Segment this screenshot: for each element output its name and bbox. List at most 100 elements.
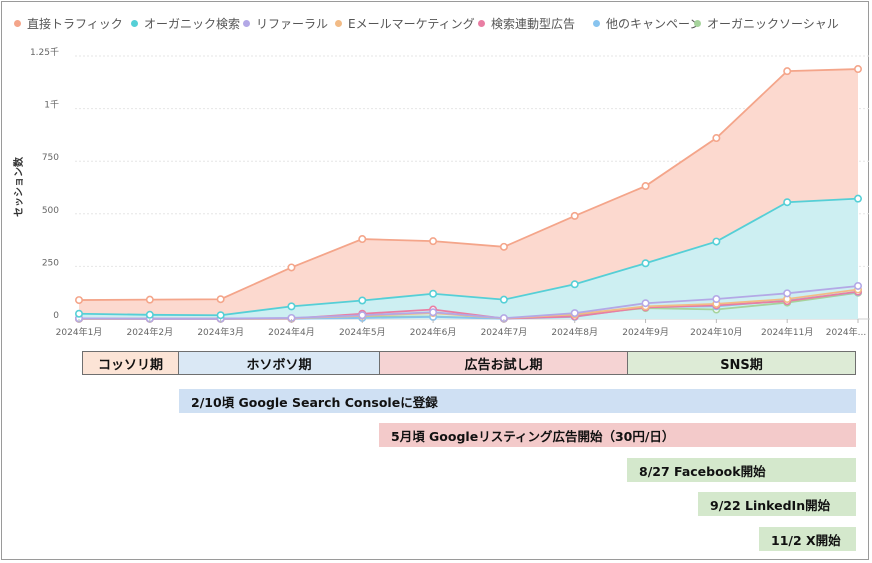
- line-referral: [78, 285, 859, 320]
- point-organic-search[interactable]: [358, 296, 367, 305]
- x-tick-label: 2024年5月: [339, 326, 386, 338]
- phase-kossori: コッソリ期: [82, 351, 179, 375]
- milestone-label-x: 11/2 X開始: [771, 532, 841, 548]
- legend-swatch-organic-search: [131, 20, 138, 27]
- x-tick-label: 2024年4月: [268, 326, 315, 338]
- y-tick-label: 1千: [44, 100, 59, 111]
- point-referral[interactable]: [429, 308, 438, 317]
- x-tick-label: 2024年7月: [481, 326, 528, 338]
- phase-label-kossori: コッソリ期: [97, 357, 163, 373]
- legend-label-other-campaigns: 他のキャンペーン: [606, 17, 702, 31]
- point-referral[interactable]: [712, 295, 721, 304]
- x-tick-label: 2024年9月: [622, 326, 669, 338]
- phase-label-ad-trial: 広告お試し期: [464, 357, 543, 373]
- point-direct[interactable]: [783, 67, 792, 76]
- milestone-label-google-ads: 5月頃 Googleリスティング広告開始（30円/日）: [391, 428, 675, 444]
- point-organic-search[interactable]: [499, 295, 508, 304]
- legend-swatch-referral: [243, 20, 250, 27]
- phase-label-hosoboso: ホソボソ期: [246, 357, 312, 373]
- legend-label-paid-search: 検索連動型広告: [491, 17, 576, 31]
- area-organic-search: [79, 198, 858, 319]
- point-direct[interactable]: [712, 134, 721, 143]
- point-direct[interactable]: [287, 263, 296, 272]
- point-organic-search[interactable]: [75, 309, 84, 318]
- phase-hosoboso: ホソボソ期: [178, 351, 380, 375]
- y-tick-label: 0: [53, 311, 59, 321]
- x-tick-label: 2024年2月: [126, 326, 173, 338]
- milestone-x: 11/2 X開始: [759, 527, 856, 551]
- point-direct[interactable]: [641, 182, 650, 191]
- legend-item-organic-search[interactable]: オーガニック検索: [131, 15, 240, 32]
- milestone-linkedin: 9/22 LinkedIn開始: [698, 492, 856, 516]
- x-tick-label: 2024年3月: [197, 326, 244, 338]
- legend-item-email[interactable]: Eメールマーケティング: [335, 15, 475, 32]
- point-organic-search[interactable]: [216, 311, 225, 320]
- chart-areas: [79, 69, 858, 319]
- chart-lines: [78, 68, 859, 320]
- y-tick-label: 750: [42, 153, 59, 163]
- point-referral[interactable]: [853, 281, 862, 290]
- milestone-label-linkedin: 9/22 LinkedIn開始: [710, 497, 831, 513]
- legend-swatch-email: [335, 20, 342, 27]
- point-direct[interactable]: [499, 242, 508, 251]
- point-referral[interactable]: [641, 299, 650, 308]
- milestone-label-search-console: 2/10頃 Google Search Consoleに登録: [191, 394, 438, 410]
- point-organic-search[interactable]: [641, 259, 650, 268]
- legend-label-organic-search: オーガニック検索: [144, 17, 241, 31]
- milestone-facebook: 8/27 Facebook開始: [627, 458, 856, 482]
- point-referral[interactable]: [570, 309, 579, 318]
- point-organic-search[interactable]: [570, 280, 579, 289]
- milestone-google-ads: 5月頃 Googleリスティング広告開始（30円/日）: [379, 423, 856, 447]
- area-direct: [79, 69, 858, 319]
- x-tick-label: 2024年...: [826, 326, 867, 338]
- y-tick-label: 500: [42, 206, 59, 216]
- legend-swatch-other-campaigns: [593, 20, 600, 27]
- legend-swatch-paid-search: [478, 20, 485, 27]
- legend-item-other-campaigns[interactable]: 他のキャンペーン: [593, 15, 701, 32]
- point-direct[interactable]: [853, 65, 862, 74]
- legend-label-direct: 直接トラフィック: [27, 17, 123, 31]
- legend-label-email: Eメールマーケティング: [348, 17, 475, 31]
- point-direct[interactable]: [75, 296, 84, 305]
- legend-item-paid-search[interactable]: 検索連動型広告: [478, 15, 575, 32]
- x-tick-label: 2024年11月: [761, 326, 813, 338]
- x-tick-label: 2024年8月: [551, 326, 598, 338]
- y-axis-label: セッション数: [12, 156, 25, 217]
- y-axis-ticks: 0 250 500 750 1千 1.25千: [30, 47, 59, 321]
- y-tick-label: 1.25千: [30, 47, 59, 58]
- phase-ad-trial: 広告お試し期: [379, 351, 628, 375]
- point-organic-search[interactable]: [783, 198, 792, 207]
- legend-item-direct[interactable]: 直接トラフィック: [14, 15, 123, 32]
- point-organic-search[interactable]: [287, 302, 296, 311]
- legend-label-referral: リファーラル: [256, 17, 329, 31]
- legend-item-organic-social[interactable]: オーガニックソーシャル: [694, 15, 839, 32]
- x-tick-label: 2024年10月: [690, 326, 742, 338]
- phase-label-sns: SNS期: [720, 357, 763, 373]
- legend-swatch-direct: [14, 20, 21, 27]
- x-axis-ticks: 2024年1月 2024年2月 2024年3月 2024年4月 2024年5月 2024年…: [56, 319, 867, 338]
- point-direct[interactable]: [429, 237, 438, 246]
- point-organic-search[interactable]: [712, 237, 721, 246]
- legend-label-organic-social: オーガニックソーシャル: [707, 17, 839, 31]
- x-tick-label: 2024年1月: [56, 326, 103, 338]
- phase-sns: SNS期: [627, 351, 856, 375]
- point-referral[interactable]: [783, 289, 792, 298]
- milestone-search-console: 2/10頃 Google Search Consoleに登録: [179, 389, 856, 413]
- legend-item-referral[interactable]: リファーラル: [243, 15, 328, 32]
- legend-swatch-organic-social: [694, 20, 701, 27]
- line-direct: [78, 68, 859, 301]
- point-organic-search[interactable]: [429, 289, 438, 298]
- y-tick-label: 250: [42, 258, 59, 268]
- point-direct[interactable]: [570, 211, 579, 220]
- point-direct[interactable]: [145, 295, 154, 304]
- x-tick-label: 2024年6月: [410, 326, 457, 338]
- milestone-label-facebook: 8/27 Facebook開始: [639, 463, 766, 479]
- point-direct[interactable]: [358, 235, 367, 244]
- point-referral[interactable]: [358, 311, 367, 320]
- point-organic-search[interactable]: [145, 310, 154, 319]
- line-organic-search: [78, 197, 859, 317]
- point-organic-search[interactable]: [853, 194, 862, 203]
- point-direct[interactable]: [216, 295, 225, 304]
